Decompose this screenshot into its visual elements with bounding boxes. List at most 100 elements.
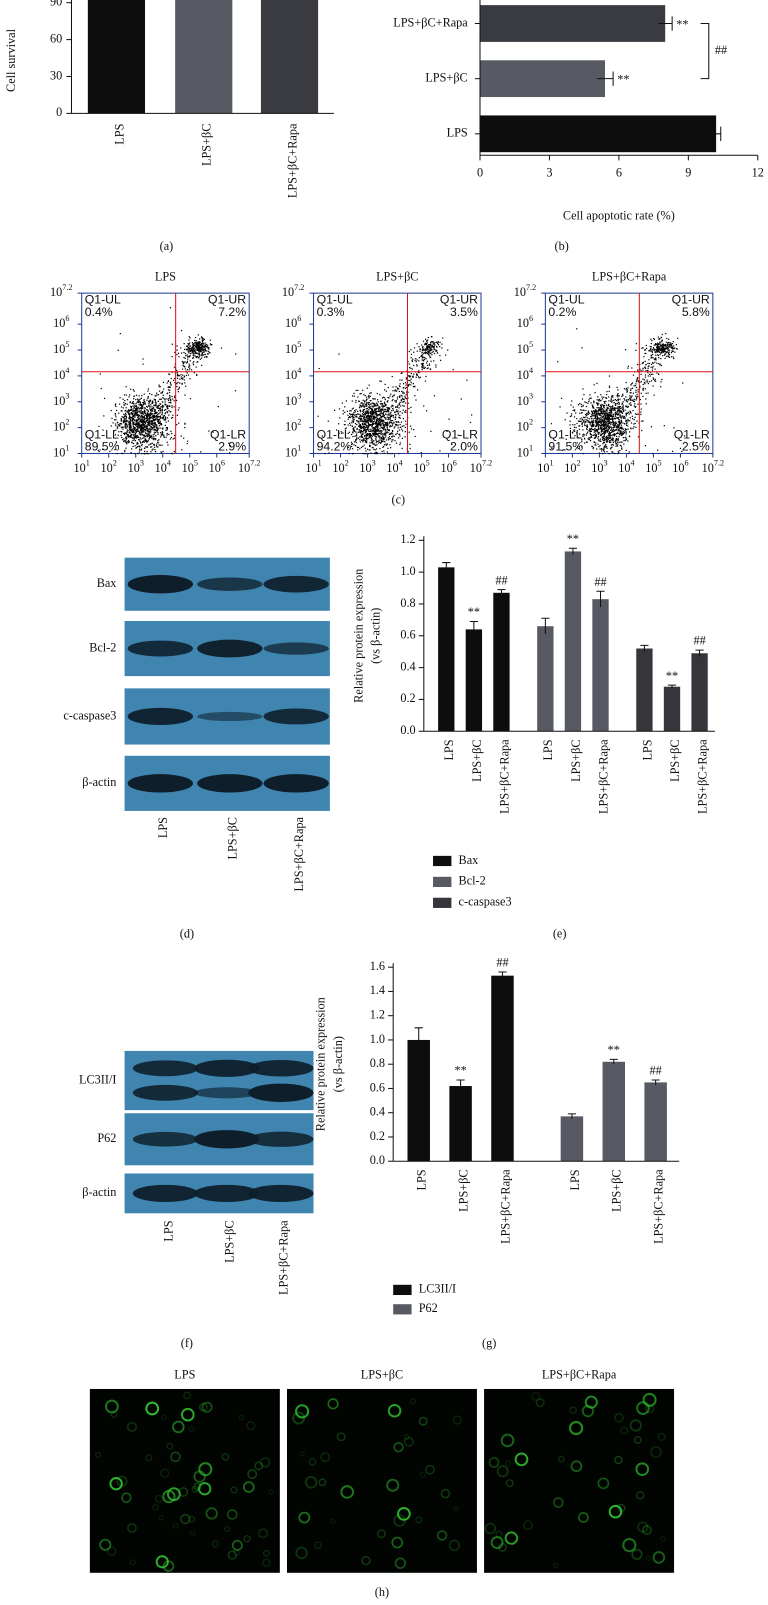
cell-dot	[362, 446, 363, 447]
cell-dot	[598, 446, 599, 447]
cell-dot	[132, 408, 133, 409]
tick-base: 10	[285, 445, 297, 459]
cell-dot	[573, 406, 574, 407]
cell-dot	[153, 405, 154, 406]
cell-dot	[118, 350, 119, 351]
cell-dot	[638, 391, 639, 392]
cell-dot	[155, 429, 156, 430]
bracket	[701, 24, 709, 79]
cell-dot	[148, 396, 149, 397]
cell-dot	[171, 384, 172, 385]
cell-dot	[438, 344, 439, 345]
cell-dot	[355, 402, 356, 403]
cell-dot	[419, 349, 420, 350]
cell-dot	[636, 387, 637, 388]
cell-dot	[199, 354, 200, 355]
cell-dot	[641, 421, 642, 422]
cell-dot	[189, 378, 190, 379]
cell-dot	[149, 429, 150, 430]
cell-dot	[392, 439, 393, 440]
cell-dot	[667, 355, 668, 356]
cell-dot	[612, 419, 613, 420]
cell-dot	[614, 425, 615, 426]
cell-dot	[399, 404, 400, 405]
cell-dot	[154, 410, 155, 411]
cell-dot	[354, 431, 355, 432]
cell-dot	[194, 350, 195, 351]
cell-dot	[205, 345, 206, 346]
cell-dot	[645, 368, 646, 369]
cell-dot	[186, 375, 187, 376]
cell-dot	[628, 420, 629, 421]
cell-dot	[627, 389, 628, 390]
cell-dot	[145, 429, 146, 430]
cell-dot	[630, 388, 631, 389]
cell-dot	[385, 429, 386, 430]
cell-dot	[399, 444, 400, 445]
cell-dot	[235, 390, 236, 391]
cell-dot	[338, 423, 339, 424]
cell-dot	[124, 422, 125, 423]
cell-dot	[401, 399, 402, 400]
cell-dot	[607, 418, 608, 419]
cell-dot	[625, 437, 626, 438]
cell-dot	[368, 407, 369, 408]
cell-dot	[135, 403, 136, 404]
cell-dot	[588, 420, 589, 421]
cell-dot	[654, 380, 655, 381]
cell-dot	[598, 412, 599, 413]
cell-dot	[382, 403, 383, 404]
cell-dot	[594, 432, 595, 433]
cell-dot	[579, 425, 580, 426]
cell-dot	[609, 410, 610, 411]
cell-dot	[591, 416, 592, 417]
cell-dot	[613, 423, 614, 424]
cell-dot	[629, 403, 630, 404]
cell-dot	[376, 425, 377, 426]
cell-dot	[387, 410, 388, 411]
cell-dot	[637, 394, 638, 395]
cell-dot	[627, 420, 628, 421]
cell-dot	[146, 409, 147, 410]
cell-dot	[600, 409, 601, 410]
cell-dot	[395, 402, 396, 403]
cell-dot	[586, 433, 587, 434]
cell-dot	[115, 423, 116, 424]
cell-dot	[605, 444, 606, 445]
cell-dot	[630, 398, 631, 399]
cell-dot	[201, 358, 202, 359]
cell-dot	[164, 416, 165, 417]
cell-dot	[597, 399, 598, 400]
cell-dot	[368, 409, 369, 410]
cell-dot	[617, 393, 618, 394]
cell-dot	[623, 417, 624, 418]
cell-dot	[156, 424, 157, 425]
cell-dot	[131, 407, 132, 408]
cell-dot	[576, 328, 577, 329]
cell-dot	[359, 426, 360, 427]
cell-dot	[665, 358, 666, 359]
cell-dot	[651, 355, 652, 356]
quadrant-percent: 91.5%	[548, 440, 583, 454]
cell-dot	[204, 347, 205, 348]
cell-dot	[369, 424, 370, 425]
cell-dot	[362, 415, 363, 416]
y-tick-label: 0.0	[370, 1153, 385, 1167]
cell-dot	[150, 451, 151, 452]
cell-dot	[138, 402, 139, 403]
cell-dot	[157, 440, 158, 441]
tick-base: 10	[359, 461, 371, 475]
cell-dot	[673, 358, 674, 359]
cell-dot	[399, 397, 400, 398]
cell-dot	[383, 416, 384, 417]
cell-dot	[602, 439, 603, 440]
legend-swatch	[433, 856, 451, 866]
cell-dot	[365, 400, 366, 401]
cell-dot	[167, 382, 168, 383]
cell-dot	[365, 441, 366, 442]
cell-dot	[644, 379, 645, 380]
cell-dot	[584, 442, 585, 443]
cell-dot	[148, 422, 149, 423]
cell-dot	[666, 348, 667, 349]
cell-dot	[130, 427, 131, 428]
